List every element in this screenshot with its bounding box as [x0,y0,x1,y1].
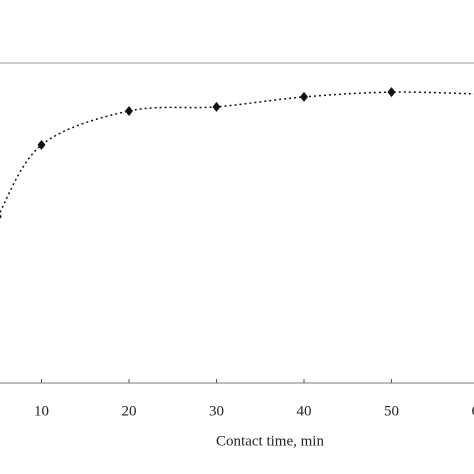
x-tick-label: 60 [472,403,474,419]
x-axis-label: Contact time, min [216,433,324,449]
data-point [212,101,221,112]
x-tick-label: 40 [297,403,312,419]
x-tick-label: 10 [34,403,49,419]
data-point [387,87,396,98]
x-tick-label: 20 [122,403,137,419]
data-point [125,106,133,116]
x-tick-label: 50 [384,403,399,419]
data-point [300,91,308,102]
data-point [37,139,46,150]
data-line [0,91,474,215]
x-tick-label: 30 [209,403,224,419]
data-point [0,214,2,219]
